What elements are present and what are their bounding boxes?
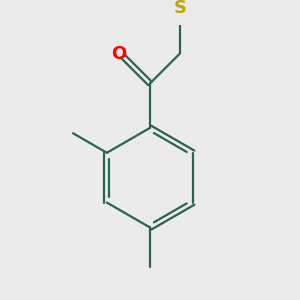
Text: S: S bbox=[174, 0, 187, 17]
Text: O: O bbox=[111, 45, 126, 63]
